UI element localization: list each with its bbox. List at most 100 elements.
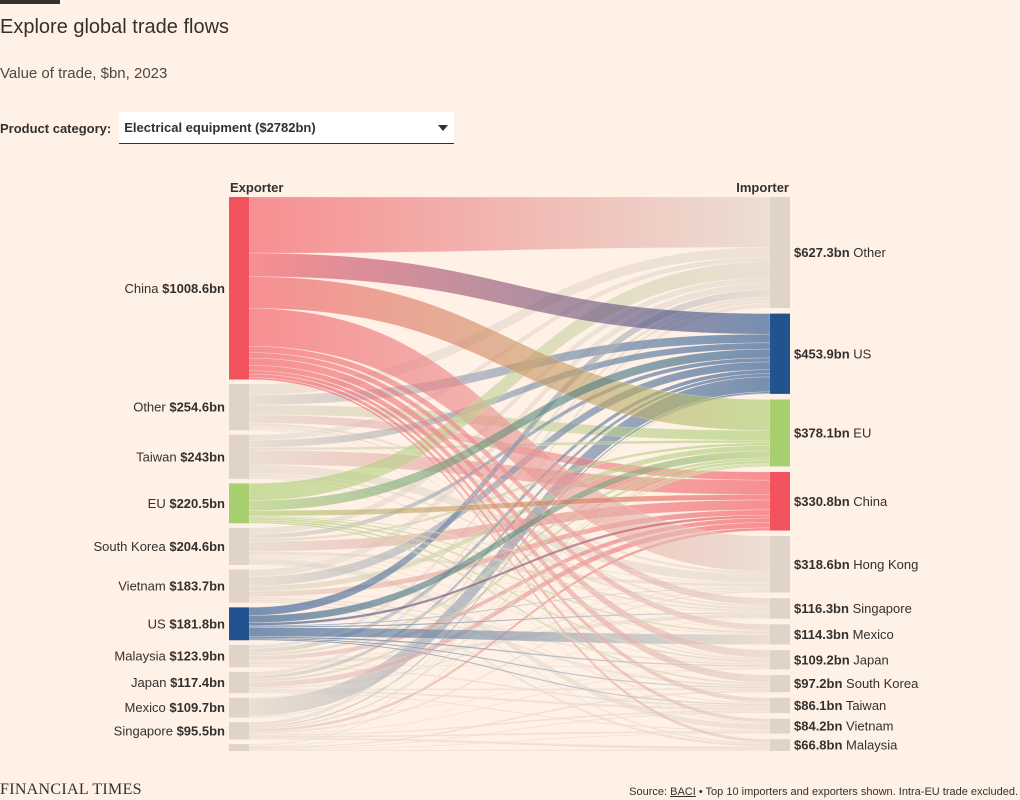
importer-node-china[interactable]	[770, 472, 790, 531]
product-filter-label: Product category:	[0, 120, 112, 136]
exporter-label-name: Taiwan	[136, 449, 176, 464]
exporter-label-china: China $1008.6bn	[125, 281, 226, 296]
exporter-label-name: South Korea	[93, 539, 166, 554]
source-link[interactable]: BACI	[670, 786, 696, 798]
exporter-node-other[interactable]	[229, 384, 249, 431]
product-category-select[interactable]: Electrical equipment ($2782bn)	[119, 112, 455, 144]
exporter-label-value: $1008.6bn	[162, 281, 225, 296]
exporter-node-south-korea[interactable]	[229, 527, 249, 565]
exporter-label-value: $95.5bn	[177, 723, 225, 738]
exporter-node-unlabelled[interactable]	[229, 744, 249, 751]
exporter-node-eu[interactable]	[229, 483, 249, 524]
importer-label-value: $378.1bn	[794, 425, 850, 440]
importer-label-value: $318.6bn	[794, 557, 850, 572]
top-accent-bar	[0, 0, 60, 4]
importer-label-taiwan: $86.1bn Taiwan	[794, 698, 886, 713]
importer-label-value: $84.2bn	[794, 719, 842, 734]
source-prefix: Source:	[629, 786, 671, 798]
product-category-value: Electrical equipment ($2782bn)	[124, 120, 316, 135]
importer-label-china: $330.8bn China	[794, 494, 888, 509]
exporter-label-mexico: Mexico $109.7bn	[125, 700, 226, 715]
exporter-node-vietnam[interactable]	[229, 569, 249, 603]
exporter-label-other: Other $254.6bn	[133, 400, 225, 415]
exporter-node-china[interactable]	[229, 197, 249, 380]
importer-node-japan[interactable]	[770, 650, 790, 670]
exporter-label-name: Malaysia	[114, 649, 166, 664]
importer-node-vietnam[interactable]	[770, 718, 790, 734]
flow-unlabelled-to-singapore[interactable]	[248, 617, 771, 748]
importer-node-singapore[interactable]	[770, 598, 790, 619]
importer-label-value: $330.8bn	[794, 494, 850, 509]
node-labels: China $1008.6bn Other $254.6bn Taiwan $243…	[93, 245, 919, 753]
flow-unlabelled-to-malaysia[interactable]	[248, 749, 771, 752]
importer-label-name: US	[853, 346, 871, 361]
sankey-chart: Exporter Importer China $1008.6bn Other $…	[93, 180, 919, 753]
flow-singapore-to-china[interactable]	[248, 527, 771, 732]
exporter-label-value: $204.6bn	[169, 539, 225, 554]
importer-header: Importer	[736, 180, 789, 195]
exporter-label-name: US	[148, 616, 166, 631]
importer-node-south-korea[interactable]	[770, 675, 790, 693]
exporter-node-malaysia[interactable]	[229, 644, 249, 668]
importer-node-other[interactable]	[770, 197, 790, 308]
exporter-label-japan: Japan $117.4bn	[131, 675, 225, 690]
exporter-header: Exporter	[230, 180, 283, 195]
flow-china-to-other[interactable]	[248, 196, 771, 254]
importer-node-mexico[interactable]	[770, 624, 790, 645]
exporter-label-value: $109.7bn	[169, 700, 225, 715]
exporter-label-eu: EU $220.5bn	[148, 496, 225, 511]
flow-singapore-to-japan[interactable]	[248, 668, 771, 735]
importer-label-name: Malaysia	[846, 738, 898, 753]
exporter-node-japan[interactable]	[229, 671, 249, 694]
exporter-label-name: Other	[133, 400, 166, 415]
exporter-label-name: Singapore	[114, 723, 173, 738]
importer-label-name: Vietnam	[846, 719, 893, 734]
exporter-node-mexico[interactable]	[229, 697, 249, 718]
importer-node-us[interactable]	[770, 313, 790, 394]
importer-label-malaysia: $66.8bn Malaysia	[794, 738, 898, 753]
importer-label-value: $627.3bn	[794, 245, 850, 260]
exporter-label-value: $183.7bn	[169, 579, 225, 594]
ft-logo: FINANCIAL TIMES	[0, 781, 142, 798]
exporter-label-malaysia: Malaysia $123.9bn	[114, 649, 225, 664]
exporter-node-taiwan[interactable]	[229, 434, 249, 479]
source-suffix: • Top 10 importers and exporters shown. …	[695, 786, 1018, 798]
importer-label-value: $66.8bn	[794, 738, 842, 753]
importer-node-eu[interactable]	[770, 399, 790, 467]
exporter-label-name: Vietnam	[118, 579, 165, 594]
importer-label-vietnam: $84.2bn Vietnam	[794, 719, 894, 734]
exporter-label-value: $123.9bn	[169, 649, 225, 664]
importer-label-name: Mexico	[853, 627, 894, 642]
source-note: Source: BACI • Top 10 importers and expo…	[629, 786, 1018, 798]
exporter-node-singapore[interactable]	[229, 722, 249, 740]
importer-label-japan: $109.2bn Japan	[794, 652, 889, 667]
importer-label-us: $453.9bn US	[794, 346, 872, 361]
importer-label-name: China	[853, 494, 888, 509]
product-filter: Product category: Electrical equipment (…	[0, 112, 455, 144]
importer-label-value: $97.2bn	[794, 676, 842, 691]
importer-label-other: $627.3bn Other	[794, 245, 886, 260]
flow-unlabelled-to-south-korea[interactable]	[248, 690, 771, 749]
importer-node-malaysia[interactable]	[770, 739, 790, 751]
exporter-label-singapore: Singapore $95.5bn	[114, 723, 225, 738]
importer-label-name: Taiwan	[846, 698, 886, 713]
importer-label-name: Other	[853, 245, 886, 260]
exporter-label-vietnam: Vietnam $183.7bn	[118, 579, 225, 594]
importer-node-taiwan[interactable]	[770, 697, 790, 714]
page-title: Explore global trade flows	[0, 16, 230, 38]
importer-label-mexico: $114.3bn Mexico	[794, 627, 894, 642]
exporter-label-value: $117.4bn	[170, 675, 225, 690]
importer-label-name: South Korea	[846, 676, 919, 691]
exporter-label-name: China	[125, 281, 160, 296]
exporter-label-south-korea: South Korea $204.6bn	[93, 539, 225, 554]
flow-links	[248, 196, 771, 752]
importer-label-name: Japan	[853, 652, 888, 667]
importer-label-value: $109.2bn	[794, 652, 850, 667]
importer-label-south-korea: $97.2bn South Korea	[794, 676, 919, 691]
exporter-node-us[interactable]	[229, 607, 249, 641]
exporter-label-value: $181.8bn	[169, 616, 225, 631]
importer-node-hong-kong[interactable]	[770, 536, 790, 593]
importer-label-value: $116.3bn	[794, 601, 849, 616]
exporter-label-value: $220.5bn	[169, 496, 225, 511]
page-subtitle: Value of trade, $bn, 2023	[0, 65, 168, 82]
